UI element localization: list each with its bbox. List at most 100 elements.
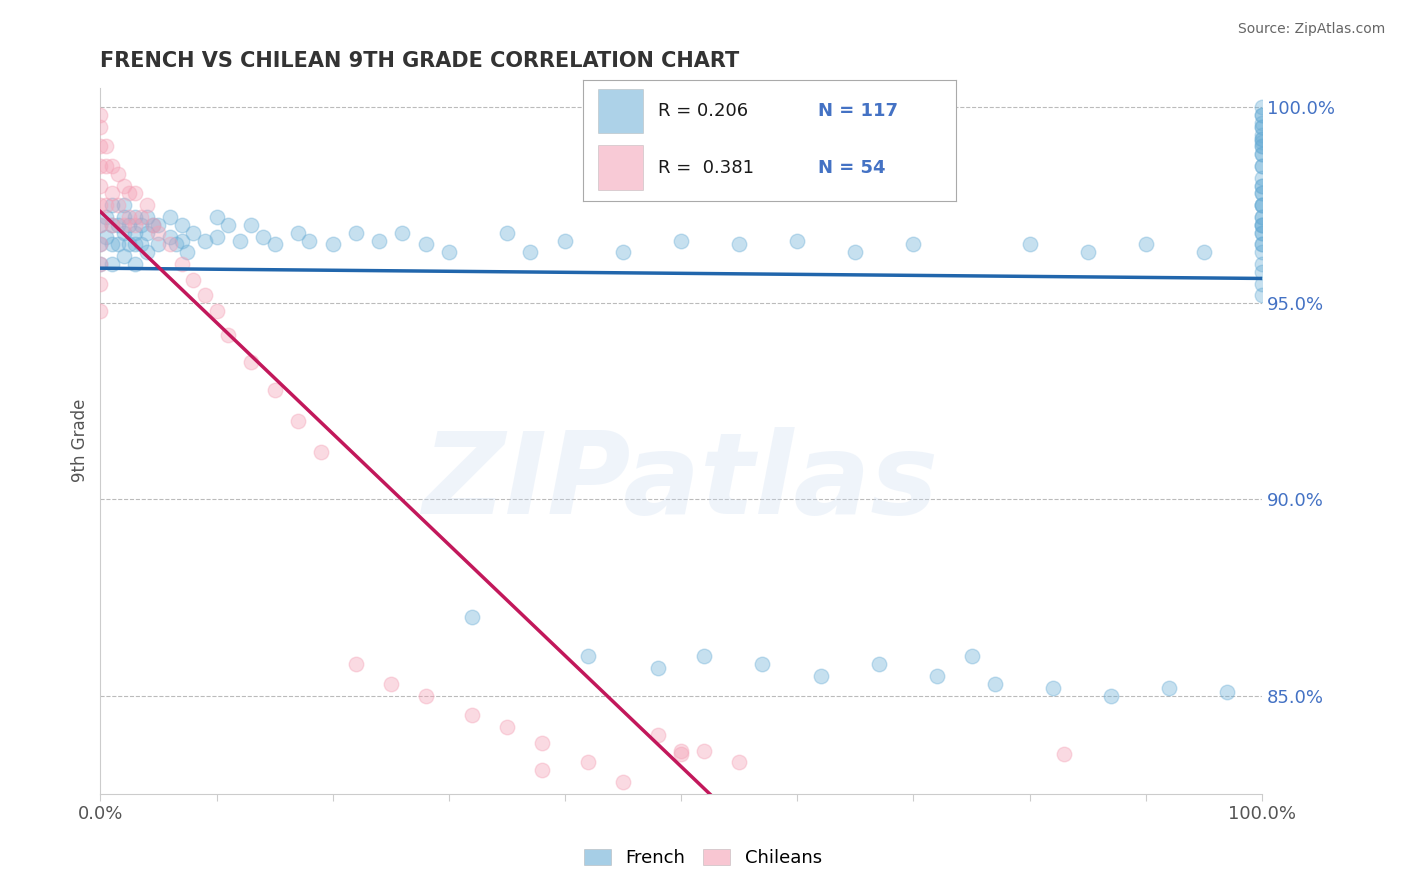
- Point: [1251, 245, 1274, 260]
- Point: [148, 237, 170, 252]
- Point: [194, 234, 217, 248]
- Point: [229, 234, 252, 248]
- Point: [868, 657, 890, 672]
- Point: [240, 355, 263, 369]
- Point: [344, 226, 367, 240]
- Point: [1251, 237, 1274, 252]
- Point: [496, 720, 519, 734]
- Point: [112, 249, 135, 263]
- Point: [101, 237, 124, 252]
- Point: [530, 763, 553, 777]
- Point: [148, 218, 170, 232]
- Point: [124, 186, 146, 201]
- Point: [101, 257, 124, 271]
- Point: [194, 288, 217, 302]
- Point: [118, 237, 141, 252]
- Point: [101, 159, 124, 173]
- Point: [647, 661, 669, 675]
- Point: [89, 198, 111, 212]
- Point: [1251, 147, 1274, 161]
- Point: [135, 210, 157, 224]
- Point: [129, 218, 152, 232]
- Point: [1157, 681, 1180, 695]
- Point: [118, 210, 141, 224]
- Point: [519, 245, 541, 260]
- Point: [1251, 288, 1274, 302]
- Point: [1251, 147, 1274, 161]
- Point: [1251, 178, 1274, 193]
- Point: [96, 159, 118, 173]
- Point: [1251, 128, 1274, 142]
- Point: [112, 218, 135, 232]
- Point: [925, 669, 948, 683]
- Point: [124, 257, 146, 271]
- Point: [89, 237, 111, 252]
- Point: [263, 383, 285, 397]
- Point: [217, 218, 239, 232]
- Point: [112, 226, 135, 240]
- Point: [415, 237, 437, 252]
- Point: [298, 234, 321, 248]
- Point: [1099, 689, 1122, 703]
- Text: R =  0.381: R = 0.381: [658, 159, 754, 177]
- Point: [1216, 684, 1239, 698]
- Point: [252, 229, 274, 244]
- Point: [728, 237, 751, 252]
- Point: [554, 234, 576, 248]
- Point: [159, 210, 181, 224]
- Point: [142, 218, 165, 232]
- Point: [1251, 265, 1274, 279]
- Point: [1251, 108, 1274, 122]
- Point: [1251, 210, 1274, 224]
- Point: [217, 327, 239, 342]
- Point: [983, 677, 1005, 691]
- Point: [1251, 218, 1274, 232]
- Point: [142, 218, 165, 232]
- Point: [344, 657, 367, 672]
- Point: [1251, 116, 1274, 130]
- Point: [112, 210, 135, 224]
- Point: [89, 304, 111, 318]
- Point: [96, 210, 118, 224]
- Bar: [599, 145, 643, 190]
- Point: [101, 218, 124, 232]
- Point: [181, 273, 204, 287]
- Y-axis label: 9th Grade: 9th Grade: [72, 399, 89, 483]
- Point: [1251, 178, 1274, 193]
- Point: [612, 775, 634, 789]
- Point: [129, 210, 152, 224]
- Point: [176, 245, 198, 260]
- Point: [576, 756, 599, 770]
- Point: [1251, 186, 1274, 201]
- Point: [89, 257, 111, 271]
- Point: [89, 108, 111, 122]
- Point: [205, 304, 228, 318]
- Point: [1251, 277, 1274, 291]
- Point: [368, 234, 391, 248]
- Bar: [599, 88, 643, 133]
- Point: [1251, 226, 1274, 240]
- Point: [461, 610, 484, 624]
- Point: [112, 198, 135, 212]
- Point: [1251, 136, 1274, 150]
- Point: [1042, 681, 1064, 695]
- Point: [89, 237, 111, 252]
- Point: [107, 218, 129, 232]
- Point: [159, 237, 181, 252]
- Point: [107, 198, 129, 212]
- Text: ZIPatlas: ZIPatlas: [423, 427, 939, 539]
- Point: [461, 708, 484, 723]
- Point: [170, 234, 193, 248]
- Point: [576, 649, 599, 664]
- Point: [1251, 170, 1274, 185]
- Point: [751, 657, 773, 672]
- Point: [135, 245, 157, 260]
- Point: [96, 139, 118, 153]
- Point: [1192, 245, 1215, 260]
- Point: [1251, 131, 1274, 145]
- Point: [693, 649, 716, 664]
- Point: [1018, 237, 1040, 252]
- Point: [437, 245, 460, 260]
- Point: [1251, 139, 1274, 153]
- Point: [669, 747, 692, 762]
